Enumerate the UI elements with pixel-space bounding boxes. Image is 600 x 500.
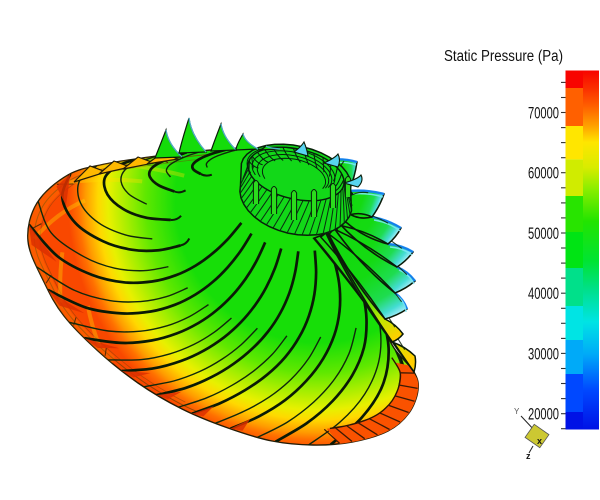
svg-text:x: x (537, 436, 542, 446)
svg-text:70000: 70000 (528, 105, 559, 123)
svg-text:Y: Y (514, 407, 520, 416)
svg-text:40000: 40000 (528, 285, 559, 303)
svg-text:20000: 20000 (528, 406, 559, 424)
svg-text:50000: 50000 (528, 225, 559, 243)
svg-text:z: z (526, 451, 531, 461)
svg-text:Static Pressure (Pa): Static Pressure (Pa) (444, 48, 563, 65)
svg-text:30000: 30000 (528, 346, 559, 364)
svg-text:60000: 60000 (528, 165, 559, 183)
